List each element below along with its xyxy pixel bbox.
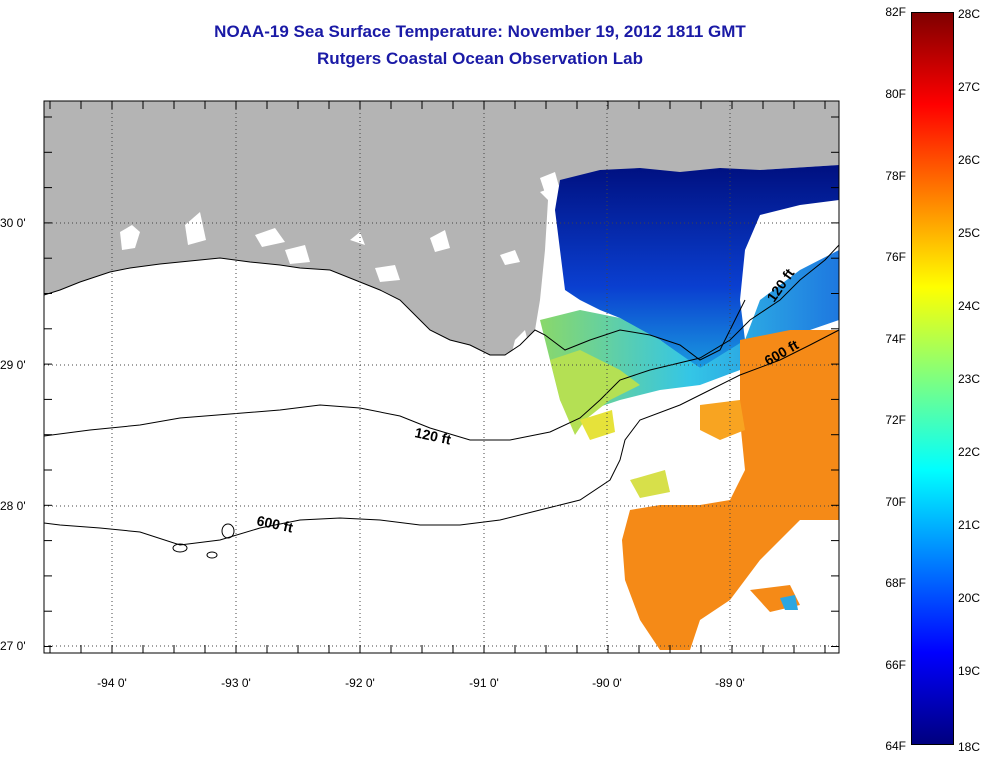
colorbar-f-label: 78F xyxy=(885,169,906,183)
colorbar-c-label: 26C xyxy=(958,153,981,167)
contour-label-600-west: 600 ft xyxy=(255,512,294,535)
sst-cool-spot xyxy=(780,595,798,610)
lon-label-94: -94 0' xyxy=(97,676,127,690)
colorbar-c-label: 28C xyxy=(958,7,981,21)
coastline xyxy=(44,257,746,361)
colorbar-c-label: 27C xyxy=(958,80,981,94)
land-area xyxy=(44,101,839,355)
colorbar-c-label: 19C xyxy=(958,664,981,678)
colorbar-f-label: 74F xyxy=(885,332,906,346)
lon-label-89: -89 0' xyxy=(715,676,745,690)
colorbar-f-label: 70F xyxy=(885,495,906,509)
colorbar-f-label: 82F xyxy=(885,5,906,19)
colorbar-c-label: 21C xyxy=(958,518,981,532)
colorbar-c-label: 18C xyxy=(958,740,981,754)
lon-label-90: -90 0' xyxy=(592,676,622,690)
colorbar-c-label: 23C xyxy=(958,372,981,386)
colorbar-f-label: 72F xyxy=(885,413,906,427)
lat-label-27: 27 0' xyxy=(0,639,26,653)
contour-120ft xyxy=(44,244,839,441)
contour-600ft xyxy=(44,329,839,546)
sst-warm-patch xyxy=(700,400,745,440)
colorbar-f-label: 76F xyxy=(885,250,906,264)
graticule xyxy=(44,101,839,653)
lat-label-30: 30 0' xyxy=(0,216,26,230)
lon-label-92: -92 0' xyxy=(345,676,375,690)
colorbar-c-label: 22C xyxy=(958,445,981,459)
contour-islands xyxy=(172,523,235,559)
map-frame xyxy=(43,100,840,654)
colorbar-f-label: 64F xyxy=(885,739,906,753)
colorbar-f-label: 80F xyxy=(885,87,906,101)
sst-cold-region xyxy=(555,165,839,368)
lat-label-29: 29 0' xyxy=(0,358,26,372)
map-title: NOAA-19 Sea Surface Temperature: Novembe… xyxy=(214,22,746,41)
colorbar-f-label: 68F xyxy=(885,576,906,590)
contour-label-120-west: 120 ft xyxy=(413,424,452,447)
lat-label-28: 28 0' xyxy=(0,499,26,513)
temperature-colorbar xyxy=(911,12,954,745)
lon-label-93: -93 0' xyxy=(221,676,251,690)
axis-ticks xyxy=(44,101,839,653)
sst-yellow-patch xyxy=(630,470,670,498)
sst-warm-region xyxy=(622,330,839,650)
colorbar-c-label: 20C xyxy=(958,591,981,605)
sst-yellow-patch-2 xyxy=(580,410,615,440)
colorbar-f-label: 66F xyxy=(885,658,906,672)
sst-transition xyxy=(550,350,640,435)
colorbar-c-label: 24C xyxy=(958,299,981,313)
lon-label-91: -91 0' xyxy=(469,676,499,690)
map-subtitle: Rutgers Coastal Ocean Observation Lab xyxy=(317,49,643,68)
colorbar-c-label: 25C xyxy=(958,226,981,240)
